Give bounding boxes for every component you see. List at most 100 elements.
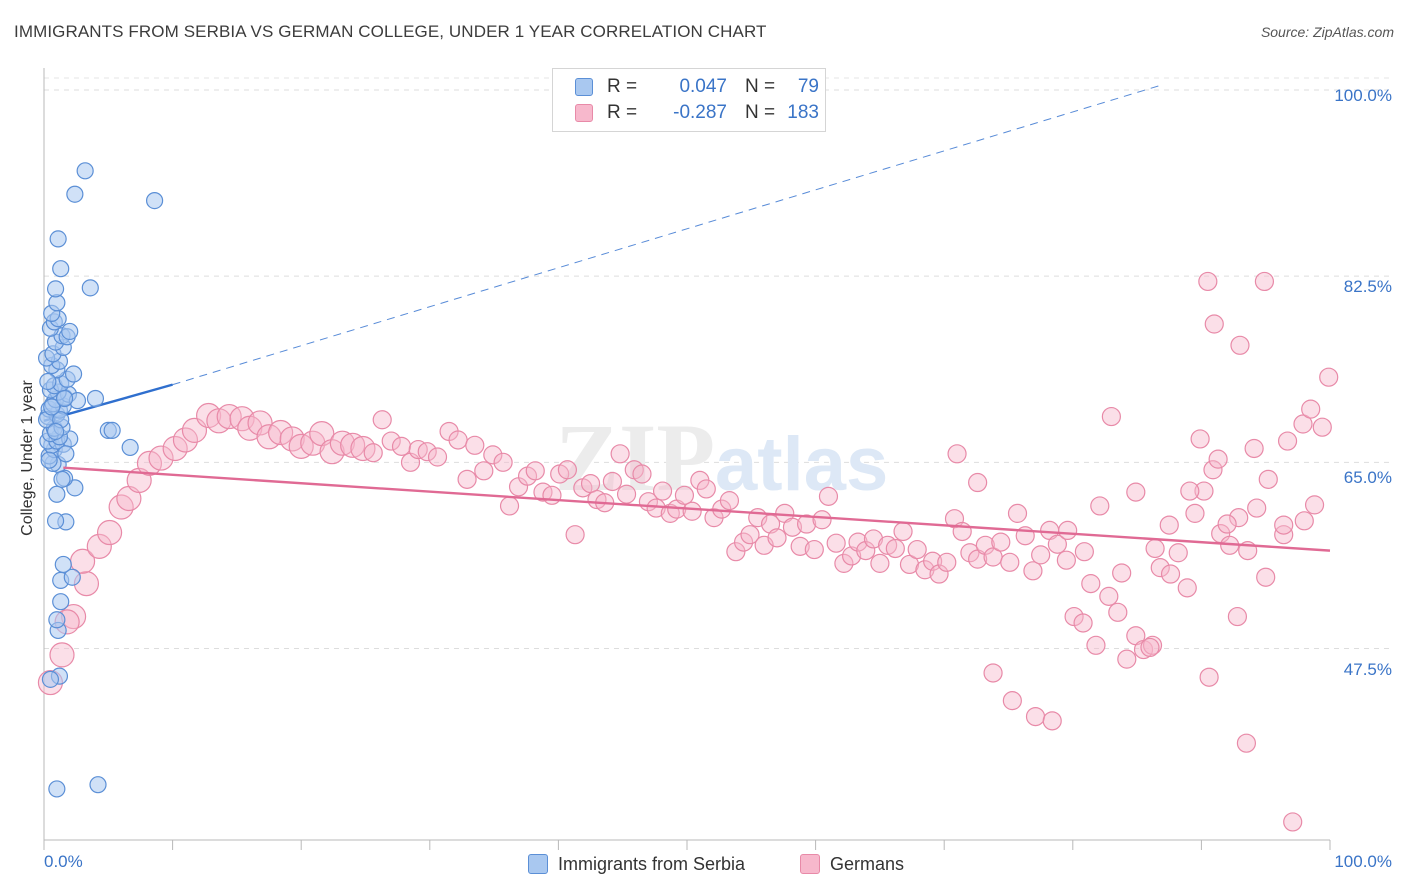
german-point: [1099, 586, 1119, 606]
german-point: [1042, 711, 1062, 731]
german-point: [602, 471, 623, 492]
german-point: [696, 479, 716, 499]
serbia-point: [41, 670, 60, 688]
german-point: [216, 403, 242, 430]
german-point: [1304, 495, 1325, 515]
serbia-swatch: [528, 854, 548, 874]
german-point: [1194, 481, 1214, 501]
german-point: [1117, 649, 1137, 669]
german-point: [1190, 429, 1210, 449]
chart-title: IMMIGRANTS FROM SERBIA VS GERMAN COLLEGE…: [14, 22, 767, 41]
serbia-point: [40, 451, 58, 469]
german-point: [947, 444, 967, 464]
y-tick-label: 100.0%: [1334, 86, 1392, 105]
german-point: [790, 536, 810, 556]
german-point: [740, 525, 760, 545]
german-point: [812, 510, 832, 530]
legend-n-label: N =: [745, 102, 776, 123]
y-tick-label: 82.5%: [1343, 277, 1392, 296]
german-point: [652, 481, 673, 501]
german-point: [1090, 496, 1110, 516]
german-point: [929, 564, 949, 584]
german-point: [1293, 414, 1313, 434]
german-point: [1230, 335, 1250, 355]
german-point: [1204, 314, 1224, 334]
german-point: [350, 435, 376, 462]
german-point: [136, 450, 163, 476]
german-point: [1086, 635, 1106, 655]
german-point: [1112, 563, 1132, 583]
german-point: [1160, 564, 1181, 584]
german-point: [1256, 567, 1276, 587]
serbia-point: [76, 162, 94, 180]
german-point: [856, 541, 876, 561]
german-point: [719, 491, 740, 511]
serbia-point: [48, 485, 66, 503]
german-point: [1002, 691, 1022, 711]
legend-n-label: N =: [745, 76, 776, 97]
german-point: [1294, 511, 1314, 531]
german-point: [818, 486, 839, 506]
germans-swatch: [575, 104, 593, 122]
german-point: [1150, 558, 1170, 578]
german-point: [893, 521, 913, 542]
german-point: [417, 442, 437, 462]
german-point: [557, 460, 578, 480]
german-point: [372, 410, 392, 430]
german-point: [870, 553, 890, 573]
legend-r-label: R =: [607, 102, 638, 123]
serbia-point: [46, 512, 65, 530]
german-point: [733, 532, 754, 552]
german-point: [1180, 481, 1200, 501]
german-point: [1236, 733, 1257, 753]
watermark: atlas: [715, 422, 888, 507]
german-point: [493, 452, 513, 472]
german-point: [863, 529, 884, 549]
legend-r-label: R =: [607, 76, 638, 97]
bottom-legend-serbia: Immigrants from Serbia: [528, 852, 745, 876]
german-point: [1301, 399, 1321, 419]
serbia-point: [57, 445, 75, 463]
bottom-legend-label: Immigrants from Serbia: [558, 853, 746, 874]
german-point: [885, 538, 905, 559]
serbia-point: [53, 470, 71, 488]
german-point: [525, 461, 545, 481]
german-point: [86, 533, 112, 559]
german-point: [1081, 574, 1101, 594]
serbia-point: [54, 555, 72, 574]
serbia-point: [145, 192, 164, 210]
serbia-point: [52, 260, 70, 278]
german-point: [329, 430, 355, 456]
serbia-point: [64, 365, 83, 383]
serbia-point: [89, 776, 107, 794]
german-point: [448, 430, 468, 450]
german-point: [96, 519, 123, 546]
serbia-point: [48, 611, 66, 629]
german-point: [767, 528, 787, 548]
german-point: [1254, 271, 1275, 292]
german-point: [610, 444, 630, 464]
german-point: [1208, 449, 1228, 469]
german-point: [1031, 545, 1051, 565]
german-point: [319, 439, 345, 465]
y-axis-label: College, Under 1 year: [19, 380, 36, 536]
german-point: [1140, 637, 1160, 658]
serbia-point: [103, 421, 121, 440]
german-point: [300, 430, 326, 456]
serbia-point: [39, 372, 57, 391]
german-point: [1074, 542, 1094, 562]
legend-r-value: -0.287: [673, 102, 727, 123]
german-point: [340, 432, 366, 458]
german-point: [726, 542, 746, 562]
german-point: [363, 443, 383, 463]
german-point: [937, 552, 957, 572]
serbia-point: [81, 279, 99, 297]
german-point: [1073, 613, 1093, 633]
serbia-point: [55, 389, 74, 408]
german-point: [834, 553, 854, 573]
legend-row-germans: R = -0.287 N = 183: [575, 101, 819, 125]
german-point: [804, 539, 824, 560]
german-point: [565, 525, 585, 545]
germans-swatch: [800, 854, 820, 874]
x-tick-label: 0.0%: [44, 852, 83, 871]
